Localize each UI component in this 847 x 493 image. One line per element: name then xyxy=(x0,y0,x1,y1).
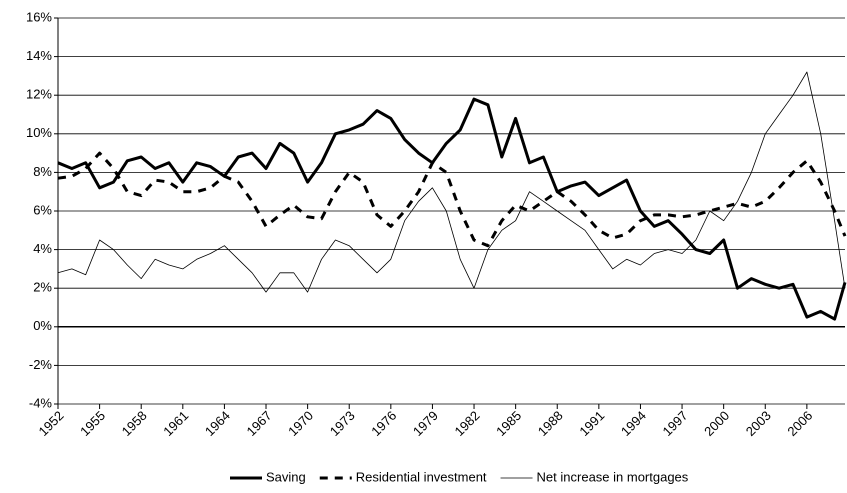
x-tick-label: 1958 xyxy=(119,408,150,439)
series-line xyxy=(57,71,846,293)
x-tick-label: 1955 xyxy=(77,408,108,439)
x-tick-label: 1967 xyxy=(244,408,275,439)
y-tick-label: 16% xyxy=(26,9,52,24)
x-tick-label: 1988 xyxy=(535,408,566,439)
x-tick-label: 1982 xyxy=(452,408,483,439)
x-tick-label: 1991 xyxy=(576,408,607,439)
x-tick-label: 1997 xyxy=(660,408,691,439)
x-tick-label: 2006 xyxy=(784,408,815,439)
y-tick-label: -2% xyxy=(29,357,53,372)
x-tick-label: 1952 xyxy=(35,408,66,439)
x-tick-label: 1979 xyxy=(410,408,441,439)
legend-label: Saving xyxy=(266,469,306,484)
x-tick-label: 1994 xyxy=(618,408,649,439)
y-tick-label: -4% xyxy=(29,395,53,410)
x-tick-label: 1964 xyxy=(202,408,233,439)
x-tick-label: 1985 xyxy=(493,408,524,439)
x-tick-label: 1961 xyxy=(160,408,191,439)
y-tick-label: 2% xyxy=(33,280,52,295)
y-tick-label: 8% xyxy=(33,164,52,179)
x-tick-label: 1970 xyxy=(285,408,316,439)
legend-label: Residential investment xyxy=(356,469,487,484)
y-tick-label: 6% xyxy=(33,202,52,217)
y-tick-label: 14% xyxy=(26,48,52,63)
x-tick-label: 1976 xyxy=(368,408,399,439)
x-tick-label: 2003 xyxy=(743,408,774,439)
x-tick-label: 1973 xyxy=(327,408,358,439)
x-tick-label: 2000 xyxy=(701,408,732,439)
y-tick-label: 4% xyxy=(33,241,52,256)
legend-label: Net increase in mortgages xyxy=(537,469,689,484)
y-tick-label: 10% xyxy=(26,125,52,140)
series-line xyxy=(57,97,847,321)
series-line xyxy=(57,151,847,248)
y-tick-label: 0% xyxy=(33,318,52,333)
legend: Saving Residential investment Net increase… xyxy=(230,469,689,484)
y-tick-label: 12% xyxy=(26,87,52,102)
